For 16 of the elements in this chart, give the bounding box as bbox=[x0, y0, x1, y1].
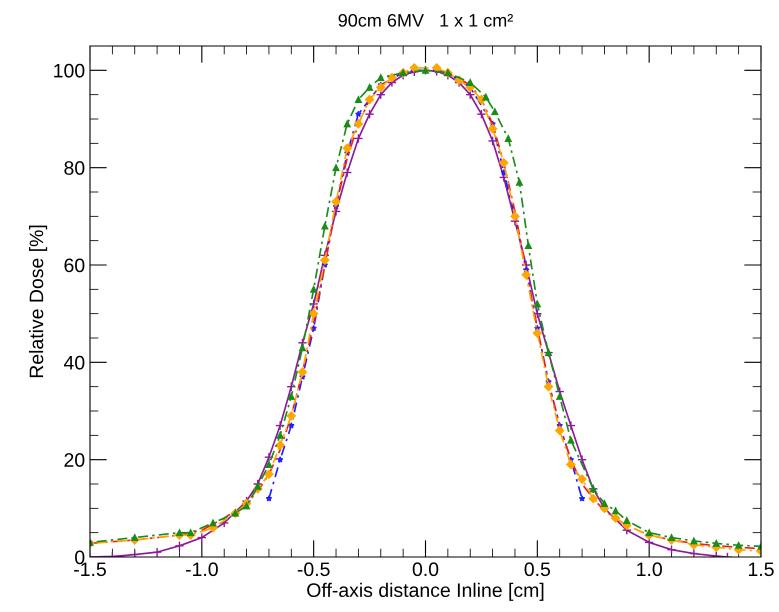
x-tick-label: 1.5 bbox=[748, 562, 774, 576]
x-axis-title: Off-axis distance Inline [cm] bbox=[307, 582, 544, 601]
y-tick-label: 40 bbox=[64, 356, 84, 370]
x-tick-label: -1.0 bbox=[186, 562, 218, 576]
y-tick-label: 60 bbox=[64, 258, 84, 272]
x-tick-label: -1.5 bbox=[74, 562, 106, 576]
x-tick-label: 0.0 bbox=[412, 562, 438, 576]
y-axis-title: Relative Dose [%] bbox=[29, 226, 48, 378]
y-tick-label: 100 bbox=[54, 64, 84, 78]
x-tick-label: 1.0 bbox=[637, 562, 662, 576]
x-tick-label: -0.5 bbox=[298, 562, 330, 576]
x-tick-label: 0.5 bbox=[524, 562, 550, 576]
y-tick-label: 0 bbox=[75, 550, 84, 564]
y-tick-label: 20 bbox=[64, 453, 84, 467]
y-tick-label: 80 bbox=[64, 161, 84, 175]
chart-title: 90cm 6MV 1 x 1 cm² bbox=[338, 14, 513, 27]
